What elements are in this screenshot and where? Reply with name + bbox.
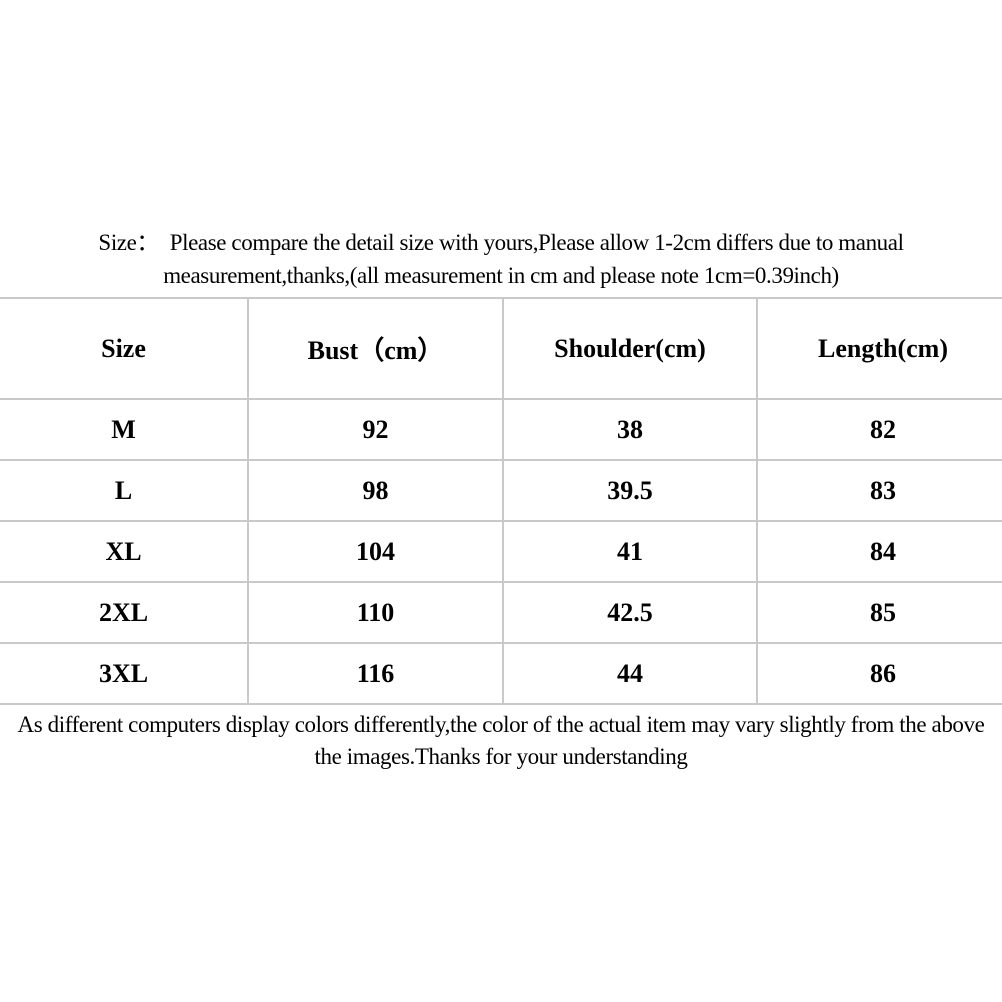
color-disclaimer-line-2: the images.Thanks for your understanding bbox=[314, 744, 688, 769]
size-table-head: Size Bust（cm） Shoulder(cm) Length(cm) bbox=[0, 297, 1002, 400]
table-row: 3XL 116 44 86 bbox=[0, 642, 1002, 705]
color-disclaimer-line-1: As different computers display colors di… bbox=[17, 712, 985, 737]
table-row: 2XL 110 42.5 85 bbox=[0, 581, 1002, 644]
color-disclaimer: As different computers display colors di… bbox=[0, 709, 1002, 773]
table-row: L 98 39.5 83 bbox=[0, 459, 1002, 522]
size-table-header-row: Size Bust（cm） Shoulder(cm) Length(cm) bbox=[0, 297, 1002, 400]
measurement-cell: 84 bbox=[756, 520, 1002, 583]
column-header-length: Length(cm) bbox=[756, 297, 1002, 400]
size-label-cell: XL bbox=[0, 520, 249, 583]
measurement-cell: 83 bbox=[756, 459, 1002, 522]
measurement-cell: 86 bbox=[756, 642, 1002, 705]
size-label-cell: M bbox=[0, 398, 249, 461]
size-note-line-2: measurement,thanks,(all measurement in c… bbox=[163, 263, 839, 288]
measurement-cell: 110 bbox=[247, 581, 504, 644]
table-row: XL 104 41 84 bbox=[0, 520, 1002, 583]
measurement-cell: 82 bbox=[756, 398, 1002, 461]
column-header-bust: Bust（cm） bbox=[247, 297, 504, 400]
size-note-line-1: Size： Please compare the detail size wit… bbox=[98, 230, 904, 255]
size-note: Size： Please compare the detail size wit… bbox=[0, 226, 1002, 292]
measurement-cell: 92 bbox=[247, 398, 504, 461]
size-table-body: M 92 38 82 L 98 39.5 83 XL 104 41 84 2XL 110 42.5 85 3XL… bbox=[0, 398, 1002, 705]
measurement-cell: 98 bbox=[247, 459, 504, 522]
column-header-shoulder: Shoulder(cm) bbox=[502, 297, 758, 400]
measurement-cell: 42.5 bbox=[502, 581, 758, 644]
measurement-cell: 44 bbox=[502, 642, 758, 705]
column-header-size: Size bbox=[0, 297, 249, 400]
size-label-cell: 2XL bbox=[0, 581, 249, 644]
table-row: M 92 38 82 bbox=[0, 398, 1002, 461]
measurement-cell: 116 bbox=[247, 642, 504, 705]
measurement-cell: 39.5 bbox=[502, 459, 758, 522]
size-label-cell: L bbox=[0, 459, 249, 522]
size-label-cell: 3XL bbox=[0, 642, 249, 705]
measurement-cell: 41 bbox=[502, 520, 758, 583]
measurement-cell: 104 bbox=[247, 520, 504, 583]
measurement-cell: 38 bbox=[502, 398, 758, 461]
measurement-cell: 85 bbox=[756, 581, 1002, 644]
